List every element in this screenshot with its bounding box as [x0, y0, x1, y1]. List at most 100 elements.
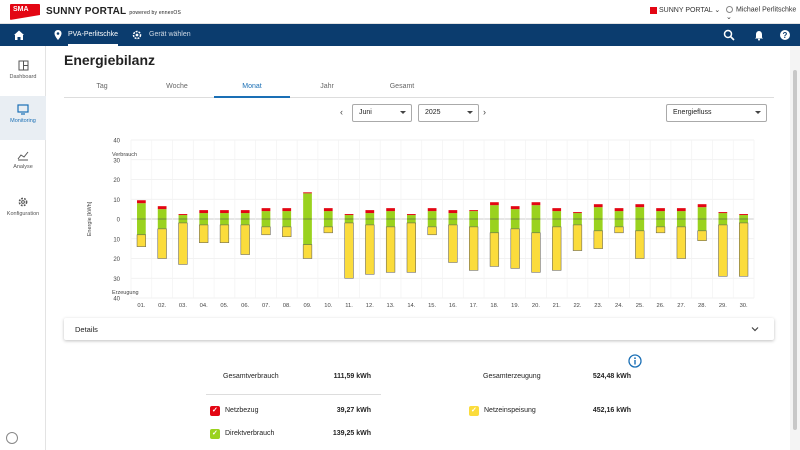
bar-feed-in: [282, 226, 292, 237]
bar-self-supply: [220, 219, 229, 225]
info-icon[interactable]: [628, 354, 642, 368]
bar-self-supply: [178, 219, 188, 223]
bar-feed-in: [323, 226, 333, 233]
view-select-value: Energiefluss: [673, 109, 712, 116]
bar-direct-use: [282, 211, 292, 219]
bar-outline: [718, 224, 728, 277]
bar-grid-import: [365, 210, 375, 214]
search-icon[interactable]: [723, 29, 735, 41]
feed-in-checkbox[interactable]: ✓: [469, 406, 479, 416]
bar-direct-use: [469, 211, 479, 219]
bar-direct-use: [697, 207, 707, 219]
sidebar-item-analysis[interactable]: Analyse: [0, 142, 46, 186]
bar-grid-import: [137, 200, 146, 204]
bell-icon[interactable]: [753, 29, 765, 41]
bar-grid-import: [510, 206, 520, 210]
bar-self-supply: [552, 219, 562, 227]
bar-direct-use: [573, 213, 582, 219]
sidebar-item-configuration[interactable]: Konfiguration: [0, 188, 46, 232]
x-tick-label: 05.: [220, 303, 228, 309]
bottom-axis-label: Erzeugung: [112, 290, 139, 296]
fingerprint-icon[interactable]: [6, 432, 18, 444]
help-icon[interactable]: ?: [779, 29, 791, 41]
bar-direct-use: [323, 211, 333, 219]
bar-outline: [282, 226, 292, 238]
bar-grid-import: [261, 208, 271, 212]
bar-self-supply: [531, 219, 541, 233]
tab-select-device[interactable]: Gerät wählen: [149, 31, 191, 38]
bar-direct-use: [344, 215, 354, 219]
bar-feed-in: [656, 226, 665, 233]
bar-outline: [531, 232, 541, 273]
bar-self-supply: [406, 219, 416, 223]
bar-grid-import: [593, 204, 603, 208]
year-select-value: 2025: [425, 109, 441, 116]
x-tick-label: 10.: [324, 303, 332, 309]
sidebar-item-monitoring[interactable]: Monitoring: [0, 96, 46, 140]
sidebar-item-label: Konfiguration: [6, 211, 40, 217]
tab-plant[interactable]: PVA-Perlitschke: [68, 24, 119, 46]
bar-feed-in: [365, 224, 375, 275]
bar-self-supply: [157, 219, 167, 229]
user-menu[interactable]: Michael Perlitschke ⌄: [726, 6, 800, 21]
user-icon: [726, 6, 733, 13]
bar-outline: [489, 232, 500, 267]
summary-divider: [206, 394, 381, 395]
bar-self-supply: [676, 219, 686, 227]
sma-logo[interactable]: SMA: [10, 4, 40, 20]
year-select[interactable]: 2025: [418, 104, 479, 122]
bar-feed-in: [510, 228, 520, 269]
bar-feed-in: [303, 244, 312, 259]
check-icon: ✓: [212, 430, 218, 437]
tab-month[interactable]: Monat: [214, 80, 290, 98]
y-tick-label: 30: [113, 158, 120, 164]
bar-grid-import: [178, 214, 188, 216]
bar-grid-import: [635, 204, 645, 208]
bar-direct-use: [240, 213, 250, 219]
bar-outline: [739, 222, 749, 277]
bar-grid-import: [448, 210, 458, 214]
view-select[interactable]: Energiefluss: [666, 104, 767, 122]
portal-selector[interactable]: SUNNY PORTAL ⌄: [650, 6, 720, 14]
chevron-down-icon[interactable]: [750, 324, 760, 334]
dashboard-icon: [18, 60, 28, 71]
bar-outline: [552, 226, 562, 271]
bar-grid-import: [552, 208, 562, 212]
x-tick-label: 20.: [532, 303, 540, 309]
sidebar-item-dashboard[interactable]: Dashboard: [0, 52, 46, 96]
tab-year[interactable]: Jahr: [320, 83, 334, 90]
grid-import-checkbox[interactable]: ✓: [210, 406, 220, 416]
bar-outline: [510, 228, 520, 269]
direct-use-checkbox[interactable]: ✓: [210, 429, 220, 439]
month-select[interactable]: Juni: [352, 104, 412, 122]
x-tick-label: 15.: [428, 303, 436, 309]
y-tick-label: 30: [113, 277, 120, 283]
x-tick-label: 17.: [470, 303, 478, 309]
bar-grid-import: [303, 192, 312, 194]
tab-day[interactable]: Tag: [96, 83, 108, 90]
bar-self-supply: [490, 219, 499, 233]
bar-direct-use: [614, 211, 624, 219]
month-select-value: Juni: [359, 109, 372, 116]
total-generation-label: Gesamterzeugung: [483, 373, 541, 380]
device-gear-icon: [132, 30, 142, 40]
next-arrow-icon[interactable]: ›: [483, 107, 486, 117]
details-panel[interactable]: Details: [64, 318, 774, 340]
bar-grid-import: [656, 208, 665, 212]
tab-total[interactable]: Gesamt: [389, 83, 415, 90]
bar-self-supply: [199, 219, 209, 225]
prev-arrow-icon[interactable]: ‹: [340, 107, 343, 117]
bar-direct-use: [593, 207, 603, 219]
home-icon[interactable]: [12, 28, 26, 42]
bar-self-supply: [469, 219, 479, 227]
chart-icon: [17, 151, 29, 161]
bar-direct-use: [531, 205, 541, 219]
x-tick-label: 16.: [449, 303, 457, 309]
scrollbar-thumb[interactable]: [793, 70, 797, 430]
tab-week[interactable]: Woche: [166, 83, 188, 90]
bar-outline: [572, 224, 583, 251]
bar-grid-import: [573, 212, 582, 214]
bar-direct-use: [718, 213, 728, 219]
nav-bar: PVA-Perlitschke Gerät wählen ?: [0, 24, 800, 46]
bar-direct-use: [656, 211, 665, 219]
